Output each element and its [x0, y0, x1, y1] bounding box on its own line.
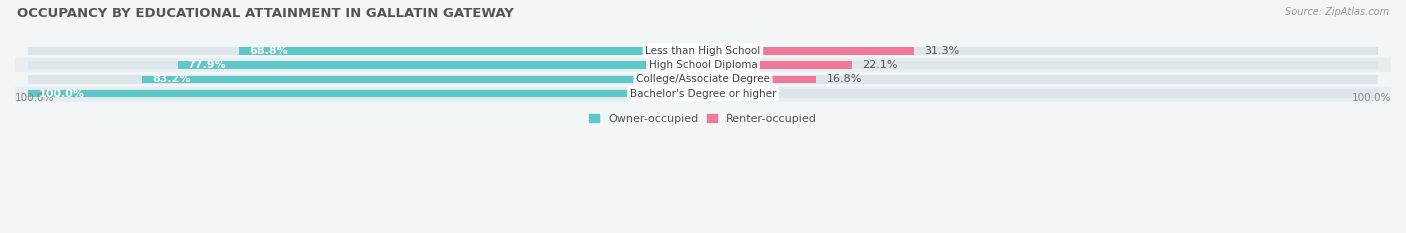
- Text: 83.2%: 83.2%: [152, 74, 190, 84]
- Text: Source: ZipAtlas.com: Source: ZipAtlas.com: [1285, 7, 1389, 17]
- Bar: [28, 90, 703, 97]
- Bar: [239, 47, 703, 55]
- Text: College/Associate Degree: College/Associate Degree: [636, 74, 770, 84]
- Bar: [703, 76, 817, 83]
- Bar: [15, 87, 1391, 101]
- Bar: [703, 47, 1378, 55]
- Bar: [15, 72, 1391, 87]
- Legend: Owner-occupied, Renter-occupied: Owner-occupied, Renter-occupied: [585, 109, 821, 128]
- Bar: [703, 61, 1378, 69]
- Bar: [28, 47, 703, 55]
- Text: 31.3%: 31.3%: [924, 46, 959, 56]
- Bar: [177, 62, 703, 69]
- Bar: [28, 75, 703, 84]
- Bar: [28, 61, 703, 69]
- Bar: [15, 44, 1391, 58]
- Text: OCCUPANCY BY EDUCATIONAL ATTAINMENT IN GALLATIN GATEWAY: OCCUPANCY BY EDUCATIONAL ATTAINMENT IN G…: [17, 7, 513, 20]
- Text: 100.0%: 100.0%: [38, 89, 84, 99]
- Text: Less than High School: Less than High School: [645, 46, 761, 56]
- Bar: [703, 89, 1378, 98]
- Bar: [142, 76, 703, 83]
- Bar: [28, 89, 703, 98]
- Bar: [703, 75, 1378, 84]
- Bar: [15, 58, 1391, 72]
- Text: 68.8%: 68.8%: [249, 46, 288, 56]
- Text: High School Diploma: High School Diploma: [648, 60, 758, 70]
- Bar: [703, 47, 914, 55]
- Text: 100.0%: 100.0%: [15, 93, 55, 103]
- Text: 100.0%: 100.0%: [1351, 93, 1391, 103]
- Text: Bachelor's Degree or higher: Bachelor's Degree or higher: [630, 89, 776, 99]
- Text: 22.1%: 22.1%: [862, 60, 897, 70]
- Text: 0.0%: 0.0%: [713, 89, 741, 99]
- Bar: [703, 62, 852, 69]
- Text: 77.9%: 77.9%: [187, 60, 226, 70]
- Text: 16.8%: 16.8%: [827, 74, 862, 84]
